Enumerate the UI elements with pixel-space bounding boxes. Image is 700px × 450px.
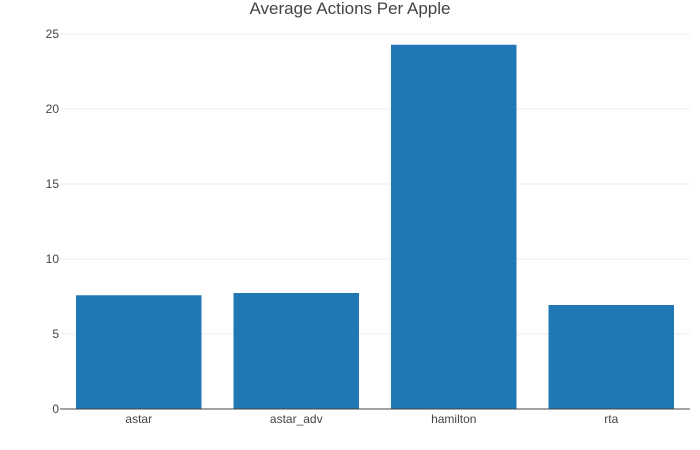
y-axis-ticks: 0 5 10 15 20 25 bbox=[46, 27, 60, 416]
y-tick-label: 0 bbox=[52, 402, 59, 416]
x-tick-label: astar bbox=[125, 412, 152, 426]
chart-title: Average Actions Per Apple bbox=[250, 0, 451, 18]
bars bbox=[75, 44, 675, 410]
y-tick-label: 25 bbox=[46, 27, 60, 41]
x-tick-label: rta bbox=[604, 412, 618, 426]
x-axis-ticks: astar astar_adv hamilton rta bbox=[125, 412, 618, 426]
y-tick-label: 10 bbox=[46, 252, 60, 266]
x-tick-label: hamilton bbox=[431, 412, 476, 426]
bar-rta bbox=[548, 304, 675, 410]
bar-hamilton bbox=[390, 44, 517, 410]
grid-lines bbox=[60, 33, 690, 335]
y-tick-label: 5 bbox=[52, 327, 59, 341]
x-tick-label: astar_adv bbox=[270, 412, 323, 426]
bar-astar bbox=[75, 294, 202, 410]
y-tick-label: 15 bbox=[46, 177, 60, 191]
bar-astar-adv bbox=[233, 292, 360, 410]
y-tick-label: 20 bbox=[46, 102, 60, 116]
